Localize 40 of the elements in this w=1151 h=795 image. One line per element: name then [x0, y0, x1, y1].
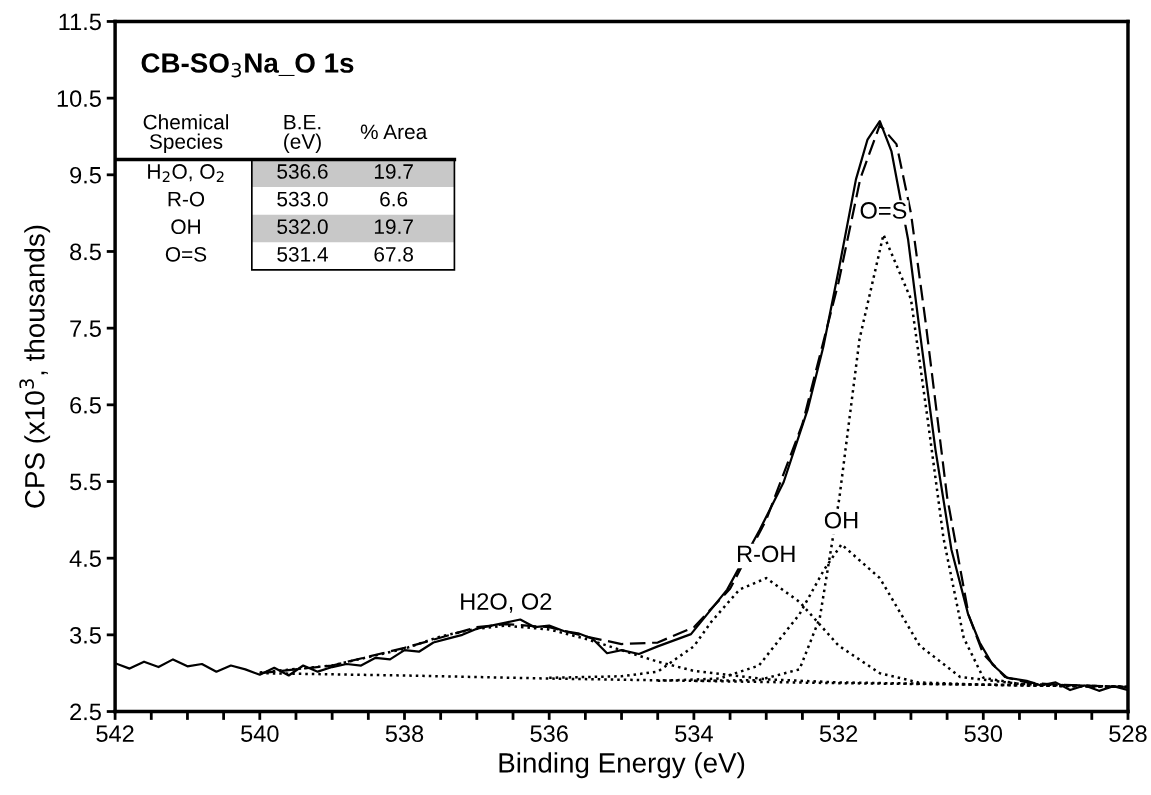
annotation: 6.6	[380, 191, 408, 207]
annotation: R-OH	[738, 545, 795, 563]
annotation: 67.8	[374, 246, 414, 262]
annotation: H$_{2}$O, O$_{2}$	[148, 164, 224, 183]
annotation: 531.4	[277, 246, 328, 262]
annotation: B.E. (eV)	[284, 114, 321, 154]
x-tick-label: 532	[819, 725, 858, 743]
annotation: H2O, O2	[461, 593, 552, 613]
x-tick-label: 540	[241, 725, 279, 743]
y-tick-label: 4.5	[69, 550, 101, 567]
y-tick-label: 11.5	[59, 13, 101, 31]
x-axis-title: Binding Energy (eV)	[499, 752, 745, 779]
annotation: O=S	[860, 202, 907, 219]
x-tick-label: 538	[385, 725, 424, 743]
annotation: O=S	[165, 246, 207, 262]
annotation: % Area	[360, 124, 428, 140]
x-tick-label: 530	[964, 725, 1003, 743]
y-tick-label: 3.5	[69, 626, 101, 644]
x-tick-label: 542	[96, 725, 134, 743]
y-tick-label: 10.5	[57, 90, 101, 107]
y-axis-title: CPS (x10$^{3}$, thousands)	[19, 225, 51, 508]
annotation: 532.0	[277, 219, 328, 235]
x-tick-label: 534	[675, 725, 713, 743]
annotation: 536.6	[277, 164, 328, 179]
y-tick-label: 9.5	[70, 166, 101, 184]
annotation: OH	[171, 219, 200, 235]
annotation: 533.0	[277, 191, 328, 207]
y-tick-label: 8.5	[70, 243, 101, 261]
x-tick-label: 536	[530, 725, 568, 743]
annotation: 19.7	[374, 164, 413, 179]
annotation: R-O	[168, 191, 205, 207]
y-tick-label: 2.5	[70, 703, 101, 721]
annotation: OH	[824, 511, 858, 529]
x-tick-label: 528	[1109, 725, 1147, 743]
annotation: Chemical Species	[143, 114, 229, 154]
annotation: 19.7	[374, 219, 413, 235]
y-tick-label: 6.5	[70, 396, 101, 414]
y-tick-label: 5.5	[70, 473, 101, 491]
y-tick-label: 7.5	[70, 320, 101, 337]
text: CB-SO$_{3}$Na_O 1s	[141, 53, 354, 78]
